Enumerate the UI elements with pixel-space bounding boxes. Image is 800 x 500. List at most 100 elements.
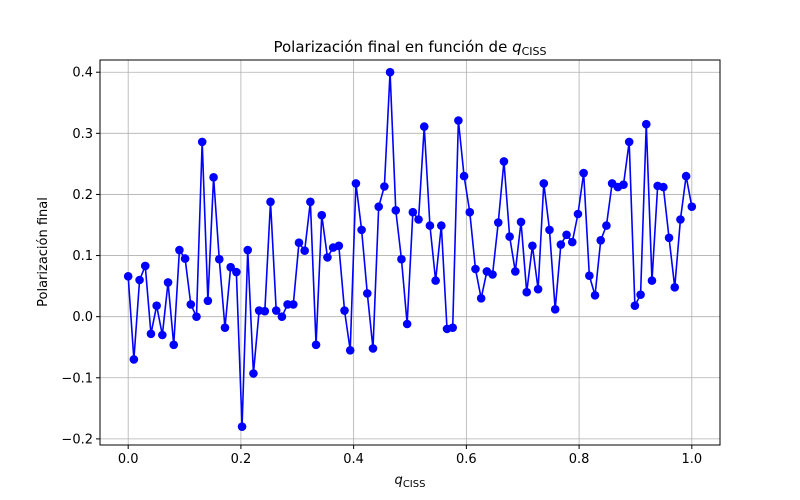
data-point [249, 369, 258, 378]
chart-title-symbol: q [512, 38, 522, 56]
data-point [505, 232, 514, 241]
data-point [556, 240, 566, 249]
data-point [232, 267, 241, 277]
data-point [363, 289, 372, 298]
y-tick-label: −0.2 [61, 432, 93, 447]
data-point [226, 262, 235, 272]
data-point [146, 329, 156, 339]
data-point [550, 305, 560, 314]
data-point [243, 245, 253, 255]
data-point [140, 261, 150, 271]
data-point [135, 275, 144, 285]
data-point [414, 215, 423, 224]
data-point [567, 237, 577, 247]
y-tick-label: 0.3 [72, 127, 93, 142]
data-point [300, 246, 309, 255]
data-point [180, 254, 190, 263]
data-point [539, 179, 549, 188]
data-point [659, 182, 668, 192]
data-point [192, 312, 201, 321]
data-series [123, 67, 697, 431]
data-point [186, 300, 196, 309]
y-tick-label: 0.2 [72, 188, 93, 203]
data-point [158, 330, 167, 340]
data-point [619, 180, 628, 189]
data-point [437, 221, 446, 230]
data-point [220, 323, 230, 332]
data-point [277, 312, 287, 321]
data-point [528, 241, 537, 251]
x-tick-label: 0.4 [343, 452, 364, 467]
data-point [471, 264, 480, 274]
data-point [169, 340, 179, 350]
data-point [562, 230, 571, 240]
chart-title-text: Polarización final en función de [273, 38, 507, 56]
data-point [260, 306, 270, 316]
data-point [647, 276, 657, 285]
y-axis-label: Polarización final [36, 197, 51, 307]
data-point [209, 173, 218, 182]
data-point [152, 301, 161, 310]
x-tick-label: 0.2 [231, 452, 252, 467]
data-point [448, 323, 457, 332]
data-point [590, 290, 600, 300]
data-point [402, 319, 412, 329]
data-point [397, 254, 406, 264]
data-point [357, 225, 366, 235]
chart-title-subscript: CISS [522, 45, 547, 58]
data-point [585, 271, 594, 281]
y-tick-label: 0.0 [72, 310, 93, 325]
data-point [294, 238, 304, 248]
x-axis-label: qCISS [395, 473, 426, 490]
data-point [351, 179, 361, 188]
data-point [203, 296, 213, 306]
data-point [334, 241, 344, 251]
plot-frame [99, 59, 721, 446]
data-point [465, 207, 475, 217]
data-point [602, 221, 611, 230]
data-point [573, 209, 583, 219]
data-point [385, 67, 395, 77]
data-point [641, 119, 651, 129]
data-point [345, 345, 355, 355]
data-point [374, 202, 383, 211]
data-point [670, 283, 680, 292]
data-point [681, 171, 691, 181]
data-point [493, 218, 503, 227]
data-point [419, 122, 429, 131]
series-line [127, 71, 693, 428]
chart-title: Polarización final en función de qCISS [273, 38, 546, 58]
data-point [545, 225, 554, 235]
data-point [197, 137, 207, 147]
data-point [459, 171, 469, 181]
x-tick-label: 0.6 [456, 452, 477, 467]
data-point [317, 210, 327, 220]
data-point [323, 253, 332, 262]
data-point [687, 202, 697, 211]
data-point [676, 215, 685, 224]
x-axis-label-subscript: CISS [403, 479, 426, 490]
data-point [488, 270, 497, 279]
y-axis-ticks: −0.2 −0.1 0.0 0.1 0.2 0.3 0.4 [61, 66, 100, 447]
y-tick-label: −0.1 [61, 371, 93, 386]
data-point [579, 168, 588, 178]
data-point [516, 217, 526, 227]
data-point [311, 340, 321, 350]
data-point [123, 272, 133, 281]
data-point [163, 278, 173, 287]
data-point [624, 137, 634, 147]
data-point [237, 422, 247, 431]
x-tick-label: 1.0 [681, 452, 702, 467]
data-point [511, 267, 520, 276]
x-tick-label: 0.8 [569, 452, 590, 467]
data-point [431, 276, 440, 285]
data-point [425, 221, 435, 230]
x-axis-ticks: 0.0 0.2 0.4 0.6 0.8 1.0 [118, 445, 702, 467]
data-point [636, 290, 645, 299]
data-point [266, 197, 275, 207]
y-tick-label: 0.1 [72, 249, 93, 264]
data-point [533, 284, 543, 294]
data-point [391, 206, 401, 215]
